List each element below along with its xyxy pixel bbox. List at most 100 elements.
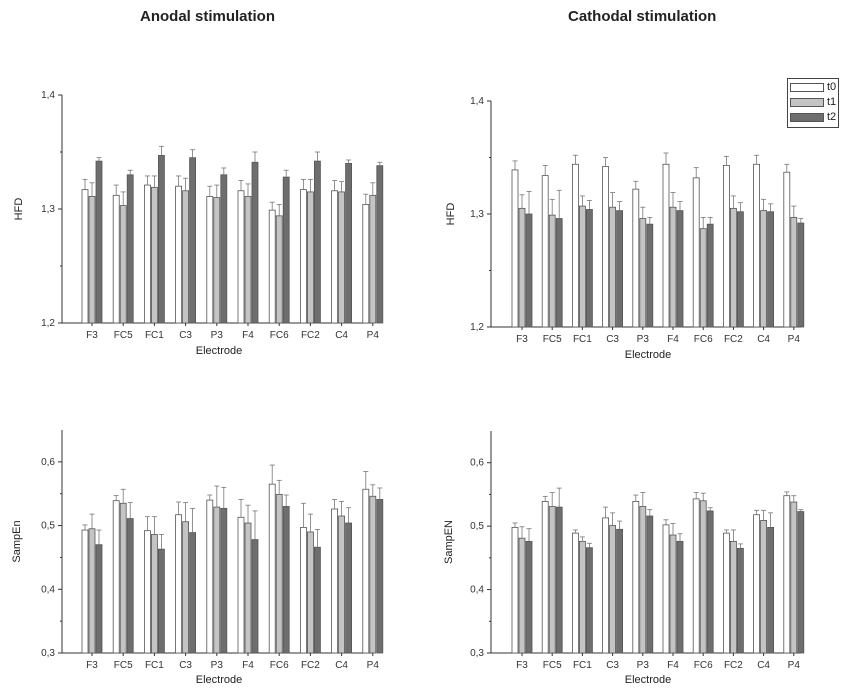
y-tick-label: 1,2	[41, 318, 55, 329]
legend-label-t2: t2	[827, 111, 837, 123]
y-axis-label: SampEN	[443, 520, 455, 564]
x-tick-label: F4	[667, 334, 679, 345]
y-axis-label: SampEn	[11, 520, 23, 562]
x-tick-label: FC6	[694, 334, 713, 345]
x-tick-label: P4	[788, 334, 801, 345]
x-tick-label: FC1	[145, 660, 164, 671]
bar-t2	[797, 511, 805, 654]
x-tick-label: FC1	[145, 330, 164, 341]
y-axis-label: HFD	[445, 203, 457, 226]
bar-t2	[676, 540, 684, 654]
x-tick-label: P3	[211, 330, 224, 341]
bar-t2	[555, 506, 563, 654]
x-tick-label: FC1	[573, 660, 592, 671]
x-tick-label: C3	[606, 660, 619, 671]
bar-t2	[525, 540, 533, 654]
legend-swatch-t1	[790, 98, 824, 107]
x-tick-label: F3	[516, 334, 528, 345]
legend-item-t2: t2	[790, 111, 842, 124]
y-tick-label: 0,6	[41, 457, 55, 468]
legend-swatch-t2	[790, 113, 824, 122]
x-tick-label: P4	[367, 660, 380, 671]
x-tick-label: C4	[757, 334, 770, 345]
bar-t0	[662, 524, 670, 654]
legend-item-t0: t0	[790, 81, 842, 94]
x-tick-label: FC5	[114, 660, 133, 671]
bar-t1	[548, 506, 556, 654]
y-tick-label: 1,3	[470, 209, 484, 220]
y-tick-label: 0,5	[470, 521, 484, 532]
legend-label-t1: t1	[827, 96, 837, 108]
x-tick-label: F4	[242, 660, 254, 671]
bar-t1	[790, 501, 798, 654]
bar-t1	[609, 525, 616, 654]
x-tick-label: FC6	[694, 660, 713, 671]
y-tick-label: 0,3	[41, 648, 55, 659]
bar-t1	[730, 540, 737, 654]
x-tick-label: F3	[86, 660, 98, 671]
x-tick-label: F4	[667, 660, 679, 671]
legend-swatch-t0	[790, 83, 824, 92]
bar-t1	[639, 506, 647, 654]
bar-t0	[753, 514, 760, 654]
x-tick-label: C4	[335, 330, 348, 341]
bar-t2	[646, 515, 654, 654]
x-tick-label: P3	[211, 660, 224, 671]
x-tick-label: FC1	[573, 334, 592, 345]
bar-t2	[586, 547, 593, 654]
legend: t0 t1 t2	[787, 78, 839, 128]
bar-t2	[737, 547, 744, 654]
x-axis-label: Electrode	[625, 674, 671, 686]
y-tick-label: 0,3	[470, 648, 484, 659]
x-tick-label: C4	[757, 660, 770, 671]
bar-t1	[699, 500, 707, 654]
bar-t0	[723, 532, 730, 654]
bar-t0	[632, 501, 640, 654]
x-axis-label: Electrode	[196, 345, 242, 357]
bar-t0	[783, 495, 791, 654]
cathodal-title: Cathodal stimulation	[568, 8, 717, 25]
bar-t2	[616, 528, 623, 654]
x-tick-label: P4	[788, 660, 801, 671]
x-tick-label: C3	[606, 334, 619, 345]
bar-t1	[518, 537, 526, 654]
anodal-title: Anodal stimulation	[140, 8, 275, 25]
bar-t1	[760, 520, 767, 654]
x-tick-label: FC2	[301, 330, 320, 341]
y-tick-label: 0,4	[470, 585, 484, 596]
x-tick-label: FC2	[724, 660, 743, 671]
x-tick-label: FC5	[543, 334, 562, 345]
x-axis-label: Electrode	[196, 674, 242, 686]
bar-t0	[692, 498, 700, 654]
y-tick-label: 0,4	[41, 584, 55, 595]
legend-label-t0: t0	[827, 81, 837, 93]
x-tick-label: F3	[86, 330, 98, 341]
bar-t1	[669, 534, 677, 654]
legend-item-t1: t1	[790, 96, 842, 109]
y-tick-label: 1,4	[470, 96, 484, 107]
x-tick-label: FC2	[301, 660, 320, 671]
x-tick-label: C3	[179, 330, 192, 341]
x-tick-label: FC5	[543, 660, 562, 671]
y-tick-label: 1,3	[41, 204, 55, 215]
bar-t0	[541, 501, 549, 654]
bar-t0	[572, 532, 579, 654]
y-tick-label: 1,4	[41, 90, 55, 101]
y-tick-label: 0,6	[470, 458, 484, 469]
x-tick-label: FC5	[114, 330, 133, 341]
bar-t0	[602, 517, 609, 654]
x-tick-label: FC6	[270, 330, 289, 341]
y-tick-label: 0,5	[41, 521, 55, 532]
y-axis-label: HFD	[13, 198, 25, 221]
bar-t2	[767, 527, 774, 654]
x-tick-label: C3	[179, 660, 192, 671]
x-tick-label: P4	[367, 330, 380, 341]
x-tick-label: C4	[335, 660, 348, 671]
x-tick-label: P3	[637, 660, 650, 671]
bar-t2	[706, 510, 714, 654]
x-axis-label: Electrode	[625, 349, 671, 361]
